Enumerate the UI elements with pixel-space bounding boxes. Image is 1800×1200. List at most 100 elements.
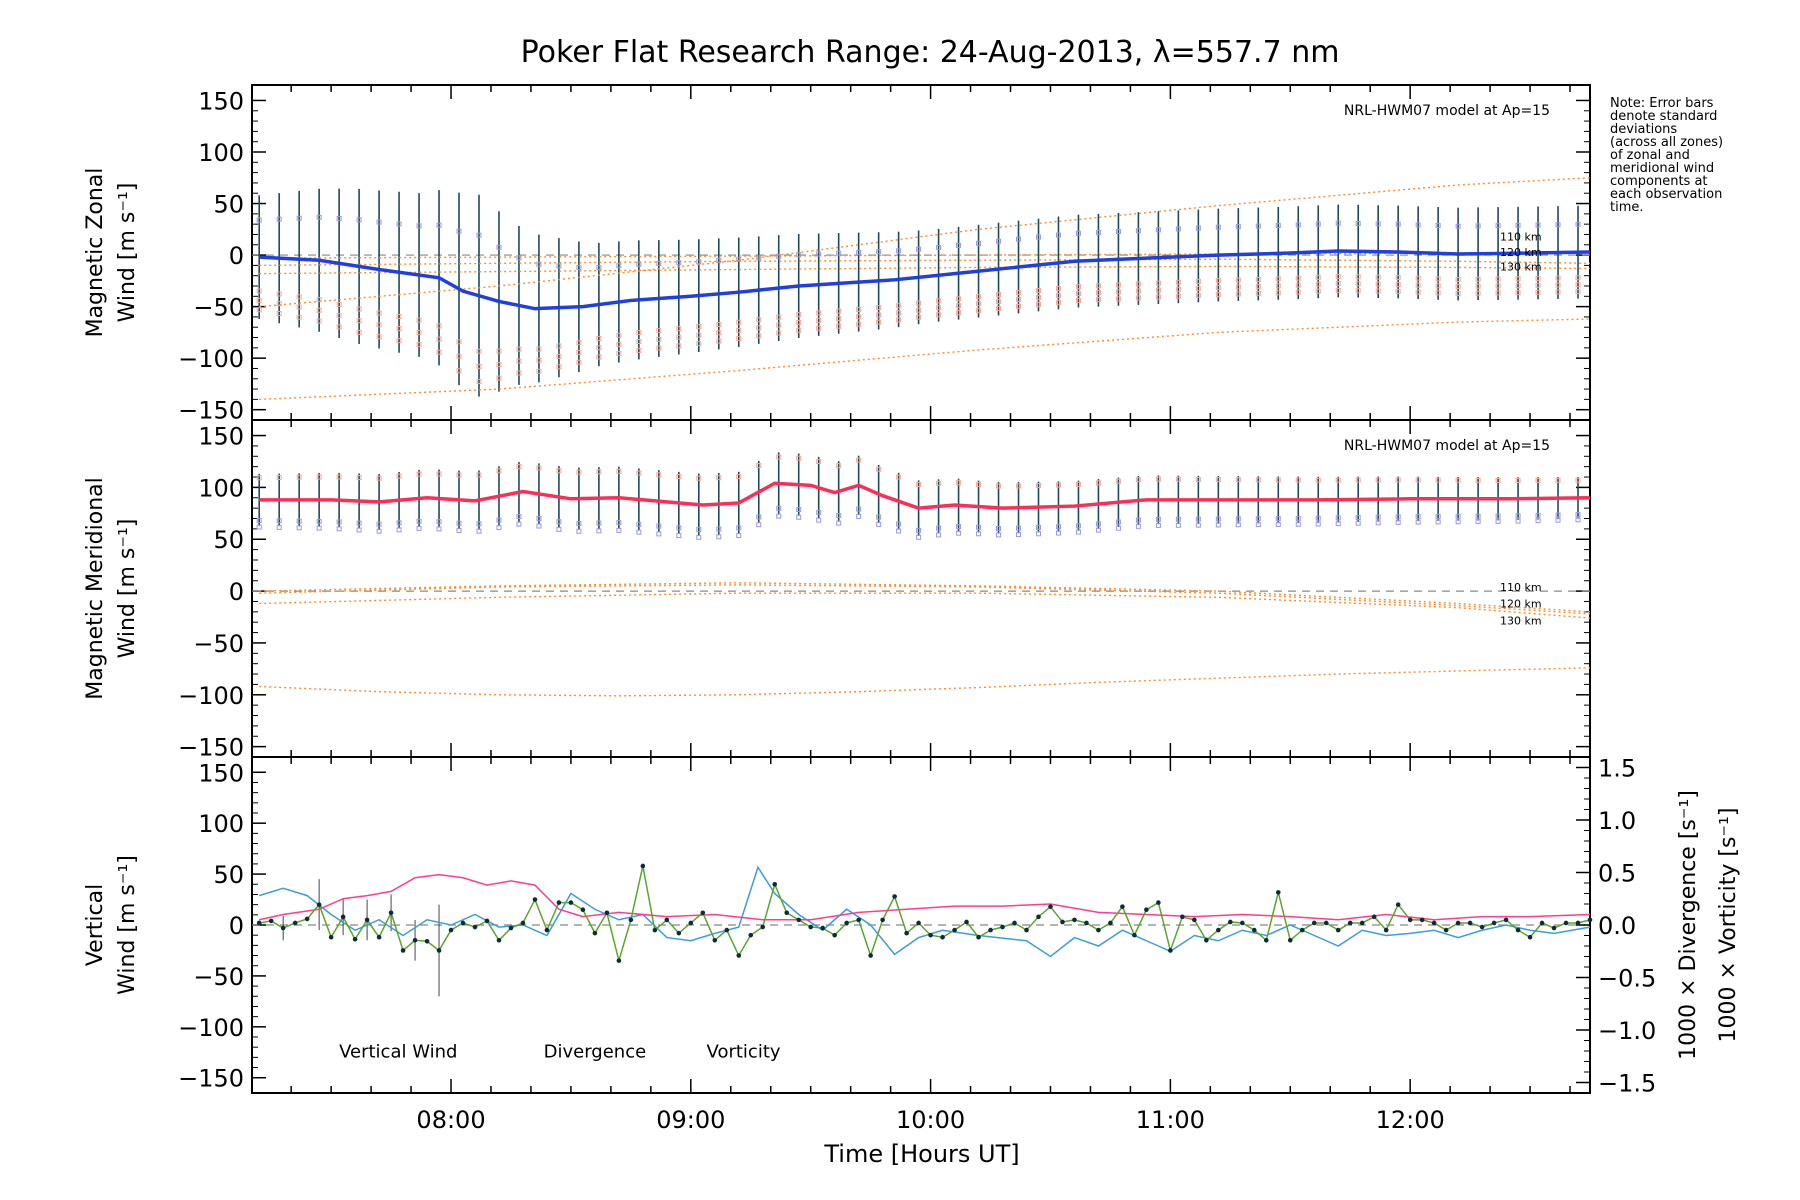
vertical-wind-point: [268, 918, 274, 924]
zone-marker: [656, 523, 662, 529]
zone-marker: [856, 506, 862, 512]
zone-marker: [1135, 288, 1141, 294]
zone-marker: [1515, 276, 1521, 282]
zone-marker: [476, 348, 482, 354]
zone-marker: [1335, 287, 1341, 293]
vertical-wind-point: [304, 916, 310, 922]
zone-marker: [376, 310, 382, 316]
zone-marker: [1515, 478, 1521, 484]
zone-marker: [656, 531, 662, 537]
zone-marker: [1515, 518, 1521, 524]
zone-marker: [276, 291, 282, 297]
y2-axis-label-divergence: 1000 × Divergence [s⁻¹]: [1676, 790, 1701, 1060]
zone-marker: [376, 322, 382, 328]
zone-marker: [596, 335, 602, 341]
zone-marker: [496, 362, 502, 368]
vertical-wind-point: [1311, 920, 1317, 926]
y-tick-label: −100: [178, 1014, 244, 1042]
zone-marker: [396, 314, 402, 320]
zone-marker: [1175, 476, 1181, 482]
vertical-wind-point: [1156, 900, 1161, 905]
zone-marker: [1195, 285, 1201, 291]
zone-marker: [496, 525, 502, 531]
km-label: 120 km: [1500, 246, 1542, 259]
x-tick-label: 10:00: [896, 1106, 965, 1134]
zone-marker: [1275, 223, 1281, 229]
zone-marker: [1495, 513, 1501, 519]
zone-marker: [1295, 275, 1301, 281]
zone-marker: [1215, 285, 1221, 291]
zone-marker: [356, 318, 362, 324]
vertical-wind-point: [1048, 904, 1053, 909]
zone-marker: [736, 525, 742, 531]
vertical-wind-point: [1096, 927, 1101, 933]
zone-marker: [1335, 273, 1341, 279]
vertical-wind-point: [676, 930, 682, 936]
y-tick-label: −50: [193, 630, 244, 658]
zone-marker: [296, 474, 302, 480]
zone-marker: [1475, 519, 1481, 525]
zone-marker: [1115, 519, 1121, 525]
zone-marker: [676, 334, 682, 340]
zone-marker: [1035, 482, 1041, 488]
zone-marker: [516, 514, 522, 520]
vertical-wind-point: [1240, 920, 1245, 926]
zone-marker: [796, 507, 802, 513]
km-label: 130 km: [1500, 614, 1542, 627]
y-axis-label: Wind [m s⁻¹]: [115, 519, 140, 659]
vertical-wind-point: [1431, 920, 1437, 926]
zone-marker: [1555, 512, 1561, 518]
zone-marker: [1175, 279, 1181, 285]
zone-marker: [1455, 290, 1461, 296]
zone-marker: [1175, 286, 1181, 292]
zone-marker: [1295, 282, 1301, 288]
zone-marker: [796, 327, 802, 333]
zone-marker: [656, 260, 662, 266]
zone-marker: [1215, 477, 1221, 483]
vertical-wind-point: [400, 948, 406, 953]
zone-marker: [776, 513, 782, 519]
zone-marker: [1016, 532, 1022, 538]
zone-marker: [416, 223, 422, 229]
zone-marker: [976, 524, 982, 530]
zone-marker: [1415, 282, 1421, 288]
zone-marker: [556, 353, 562, 359]
vertical-wind-point: [1275, 890, 1281, 895]
zone-marker: [636, 470, 642, 476]
zone-marker: [436, 323, 442, 329]
zone-marker: [696, 475, 702, 481]
zone-marker: [496, 468, 502, 474]
zone-marker: [1275, 283, 1281, 289]
zone-marker: [1495, 276, 1501, 282]
zone-marker: [1275, 290, 1281, 296]
y-axis-label: Wind [m s⁻¹]: [115, 183, 140, 323]
zone-marker: [1375, 514, 1381, 520]
zone-marker: [1375, 520, 1381, 526]
zone-marker: [1455, 477, 1461, 483]
vertical-wind-point: [436, 948, 442, 953]
zone-marker: [336, 313, 342, 319]
zone-marker: [396, 221, 402, 227]
zone-marker: [1575, 477, 1581, 483]
vertical-wind-point: [700, 910, 706, 916]
zone-marker: [936, 480, 942, 486]
zone-marker: [1415, 519, 1421, 525]
zone-marker: [1395, 274, 1401, 280]
zone-marker: [1115, 289, 1121, 295]
zone-marker: [1435, 276, 1441, 282]
zone-marker: [916, 534, 922, 540]
zone-marker: [376, 521, 382, 527]
zone-marker: [1155, 522, 1161, 528]
vertical-wind-point: [340, 914, 346, 920]
zone-marker: [1475, 513, 1481, 519]
zone-marker: [1255, 516, 1261, 522]
y-tick-label: 100: [198, 810, 244, 838]
y2-tick-label: 0.0: [1598, 912, 1636, 940]
zone-marker: [356, 329, 362, 335]
vertical-wind-point: [724, 927, 730, 933]
vertical-wind-point: [1563, 920, 1569, 926]
zone-marker: [1175, 293, 1181, 299]
note-line: components at: [1610, 174, 1708, 189]
vertical-wind-point: [796, 917, 802, 923]
zone-marker: [996, 306, 1002, 312]
